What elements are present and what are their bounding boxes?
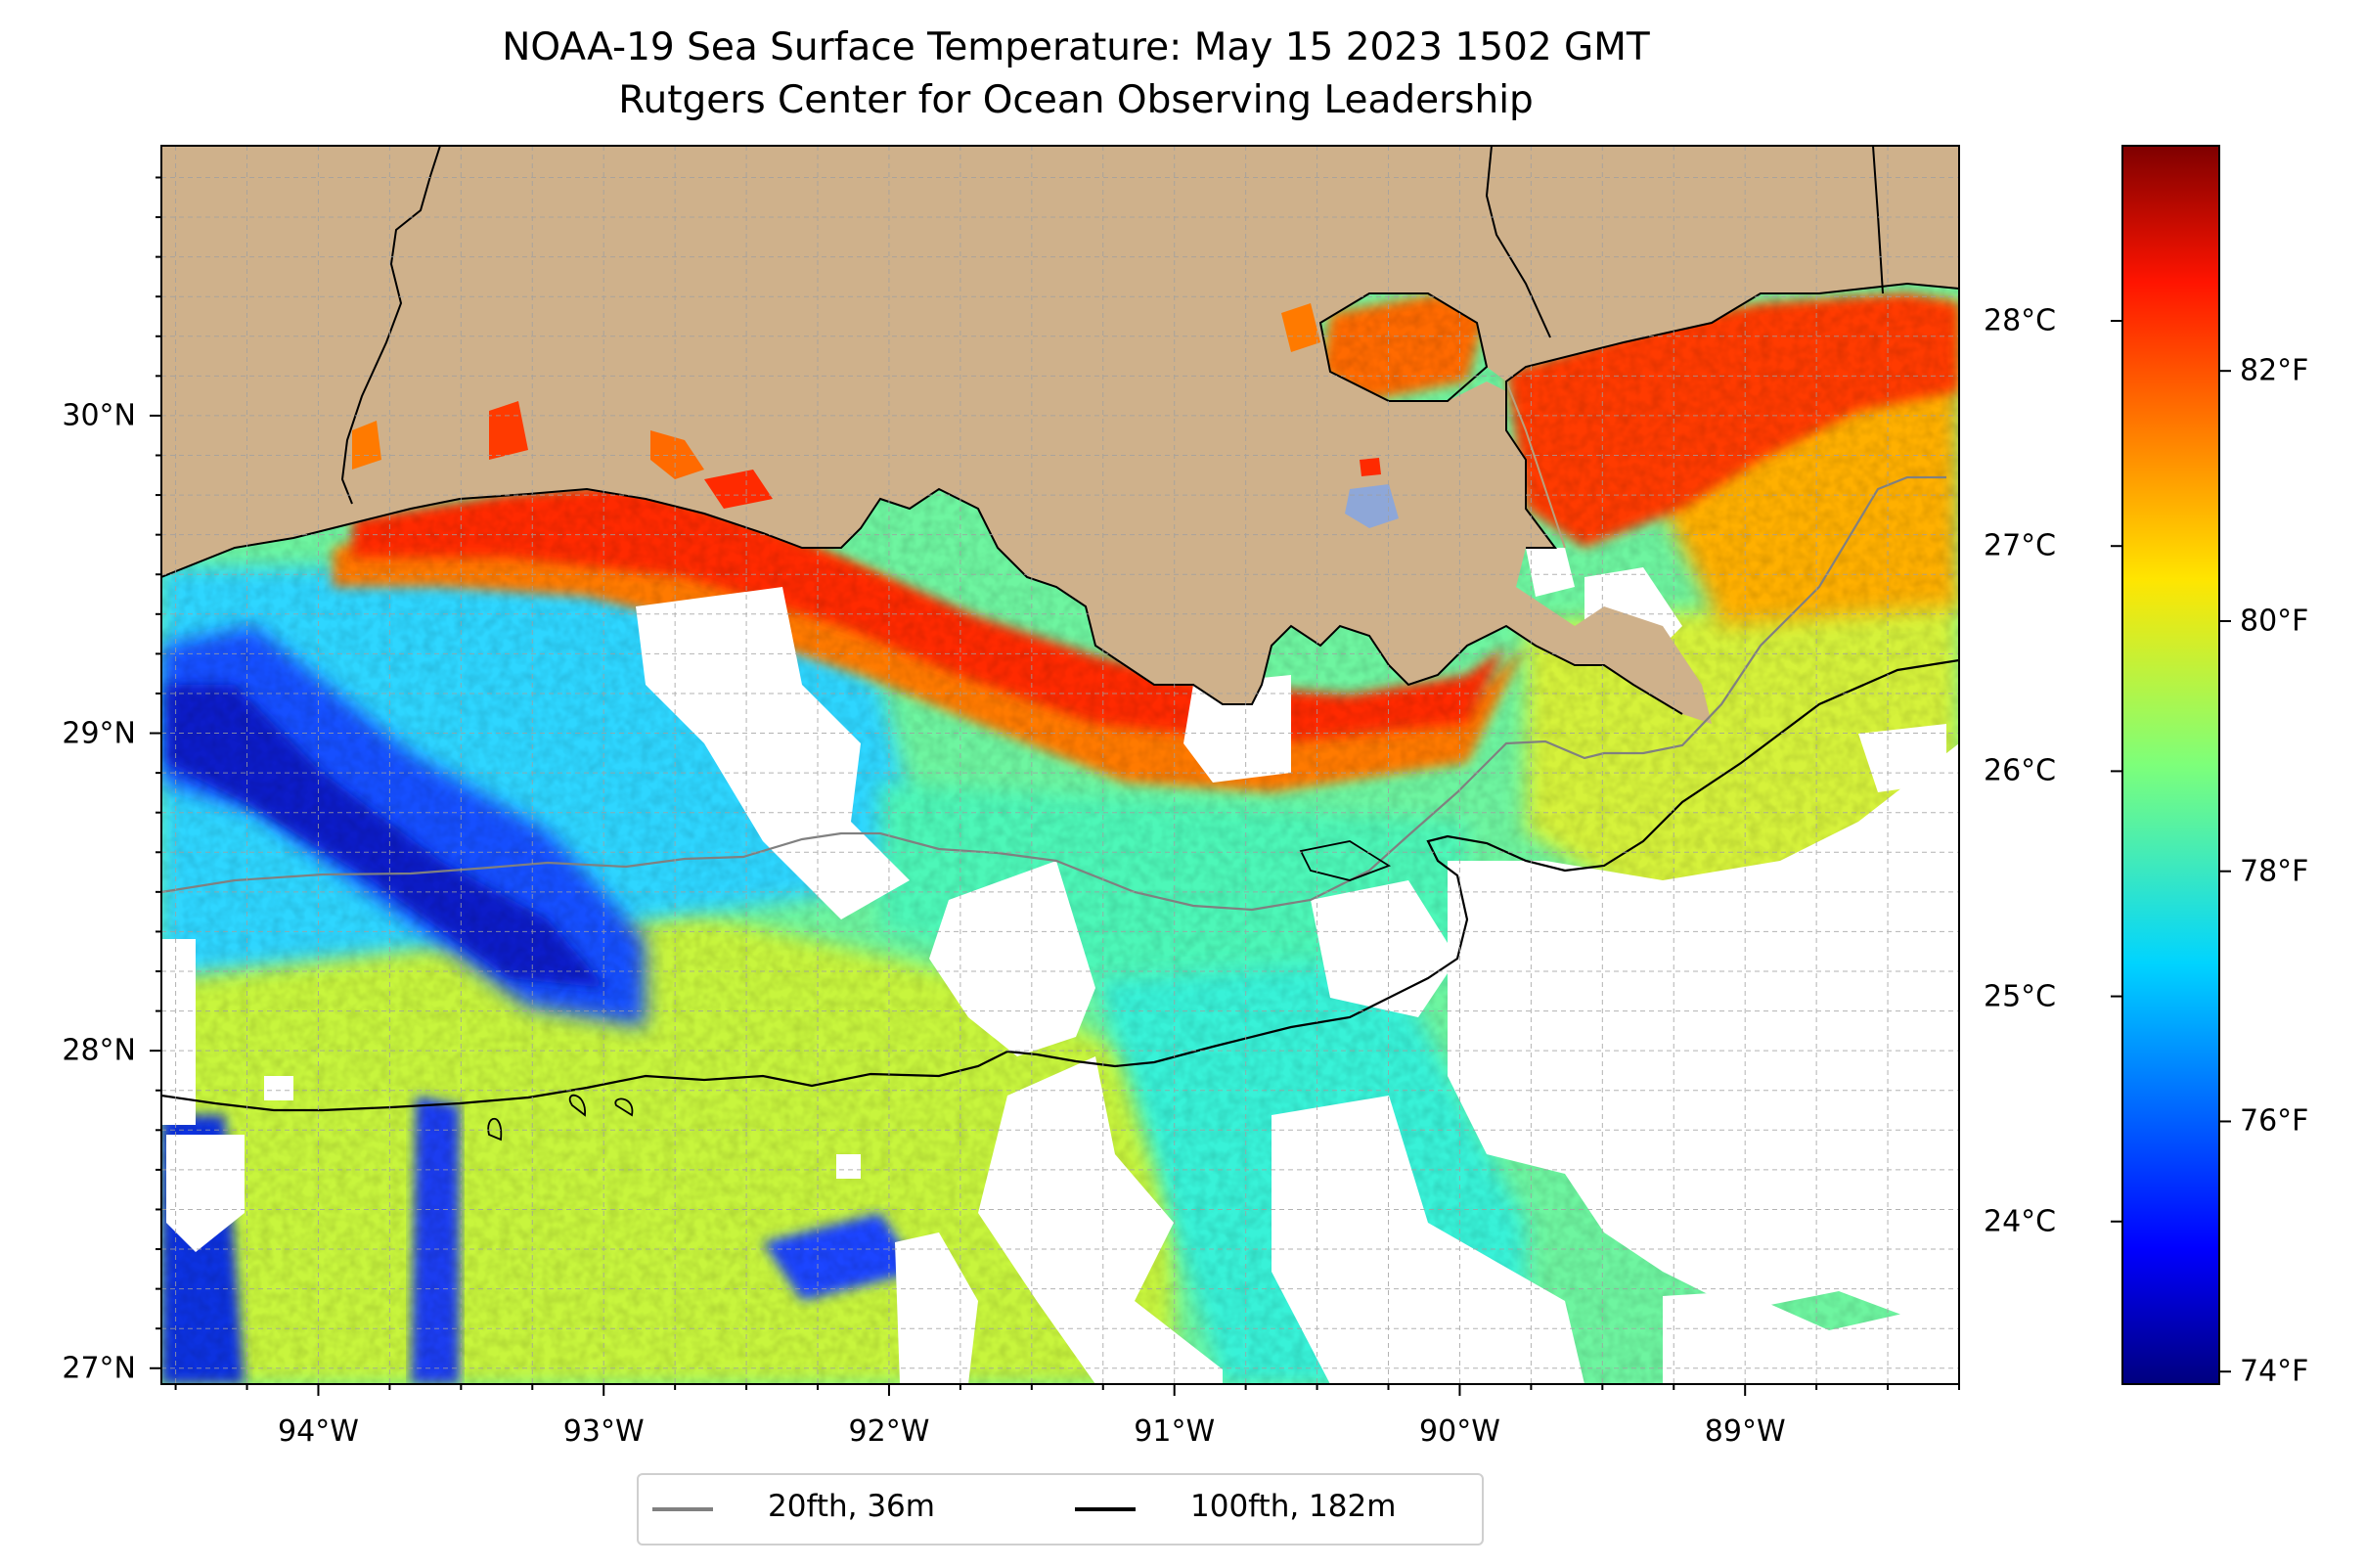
map-ticks <box>150 176 1960 1396</box>
lat-tick-label: 27°N <box>62 1351 136 1386</box>
land-mass <box>161 146 1959 724</box>
legend-label-100fth: 100fth, 182m <box>1190 1489 1397 1524</box>
isobath-100fth <box>161 658 1959 1112</box>
lon-tick-label: 90°W <box>1419 1414 1500 1449</box>
colorbar-celsius-label: 28°C <box>1984 303 2057 338</box>
colorbar-fahrenheit-label: 78°F <box>2240 854 2309 889</box>
map-subtitle: Rutgers Center for Ocean Observing Leade… <box>618 78 1534 122</box>
colorbar-ticks <box>2111 320 2231 1373</box>
lon-tick-label: 93°W <box>562 1414 645 1449</box>
colorbar <box>2121 145 2220 1385</box>
lat-tick-label: 30°N <box>62 398 136 433</box>
colorbar-celsius-label: 24°C <box>1984 1204 2057 1239</box>
lat-tick-label: 29°N <box>62 716 136 751</box>
sst-field <box>161 146 1959 1384</box>
lon-tick-label: 91°W <box>1134 1414 1216 1449</box>
lat-tick-label: 28°N <box>62 1033 136 1068</box>
colorbar-fahrenheit-label: 82°F <box>2240 353 2309 388</box>
colorbar-celsius-label: 27°C <box>1984 528 2057 563</box>
legend-label-20fth: 20fth, 36m <box>768 1489 935 1524</box>
isobath-20fth <box>161 475 1946 912</box>
lon-tick-label: 89°W <box>1704 1414 1786 1449</box>
colorbar-fahrenheit-label: 80°F <box>2240 604 2309 639</box>
coastline <box>161 282 1959 715</box>
isobath-legend: 20fth, 36m 100fth, 182m <box>637 1473 1484 1546</box>
legend-swatch-100fth <box>1075 1507 1136 1511</box>
map-title: NOAA-19 Sea Surface Temperature: May 15 … <box>502 25 1650 69</box>
colorbar-celsius-label: 25°C <box>1984 979 2057 1014</box>
colorbar-fahrenheit-label: 76°F <box>2240 1103 2309 1139</box>
legend-swatch-20fth <box>652 1507 713 1511</box>
colorbar-celsius-label: 26°C <box>1984 753 2057 788</box>
isobaths <box>161 475 1959 1142</box>
map-gridlines <box>161 146 1959 1384</box>
lon-tick-label: 92°W <box>848 1414 930 1449</box>
map-frame <box>160 145 1960 1385</box>
colorbar-fahrenheit-label: 74°F <box>2240 1354 2309 1389</box>
cloud-mask <box>161 548 1959 1384</box>
state-borders <box>340 146 1884 505</box>
lon-tick-label: 94°W <box>278 1414 359 1449</box>
